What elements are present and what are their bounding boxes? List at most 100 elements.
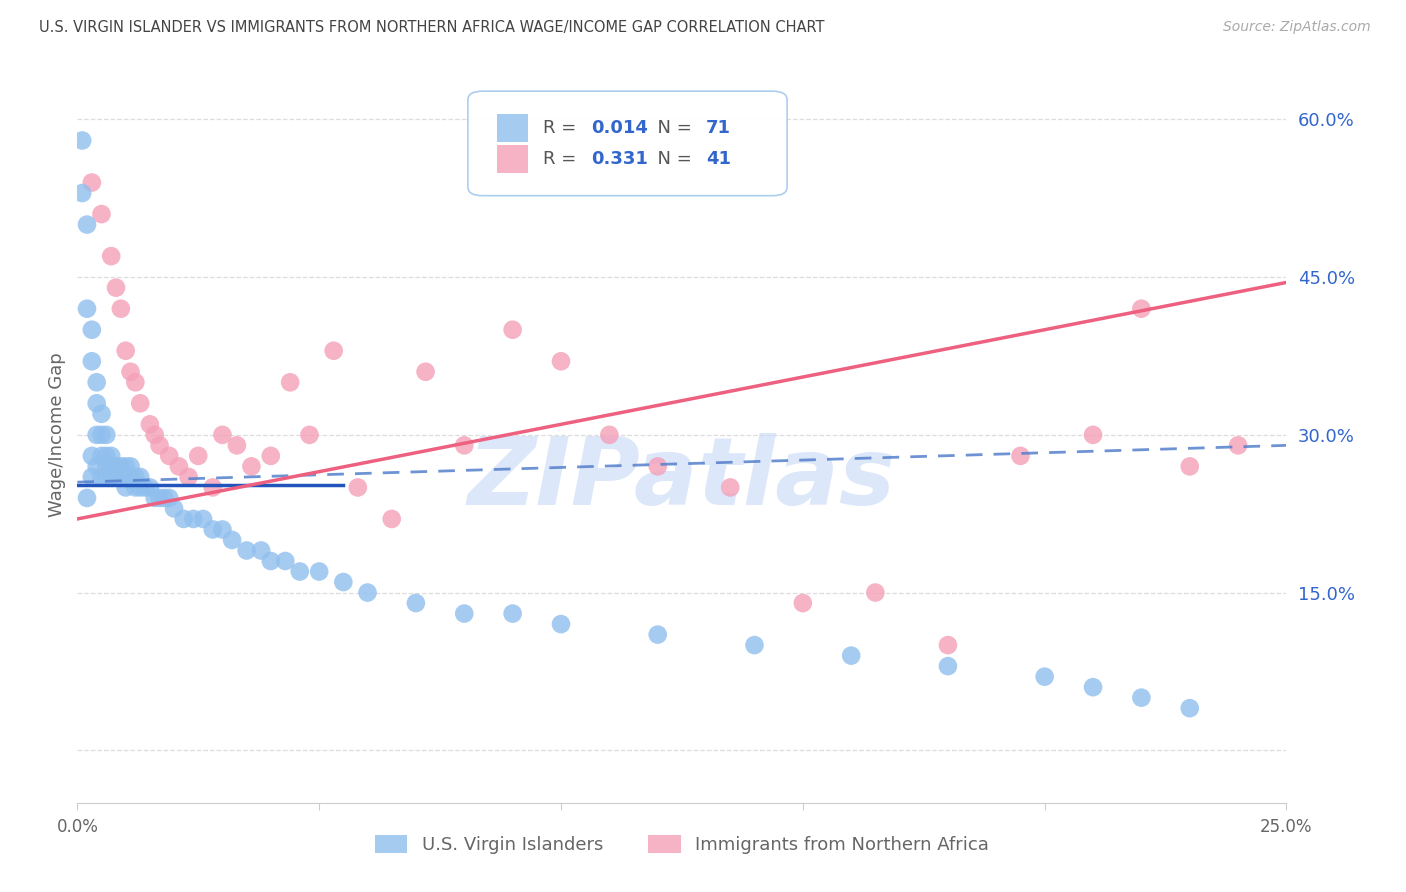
Point <box>1130 301 1153 316</box>
Point <box>1178 701 1201 715</box>
Text: N =: N = <box>645 150 697 168</box>
Point <box>936 659 959 673</box>
Point <box>201 480 224 494</box>
Text: 0.331: 0.331 <box>592 150 648 168</box>
Point <box>1178 459 1201 474</box>
Point <box>201 523 224 537</box>
Point <box>177 470 200 484</box>
Point <box>100 249 122 263</box>
Point <box>274 554 297 568</box>
Point <box>80 449 103 463</box>
Point <box>1081 428 1104 442</box>
Point <box>90 449 112 463</box>
Point <box>250 543 273 558</box>
Point <box>96 470 118 484</box>
Point <box>163 501 186 516</box>
Point <box>288 565 311 579</box>
Text: ZIPatlas: ZIPatlas <box>468 433 896 525</box>
Point <box>86 459 108 474</box>
Point <box>187 449 209 463</box>
Point <box>173 512 195 526</box>
Y-axis label: Wage/Income Gap: Wage/Income Gap <box>48 352 66 517</box>
Point <box>647 459 669 474</box>
Point <box>134 480 156 494</box>
Point <box>76 491 98 505</box>
Point <box>129 480 152 494</box>
Text: R =: R = <box>543 150 582 168</box>
Point <box>76 218 98 232</box>
Text: R =: R = <box>543 119 582 137</box>
Point <box>114 459 136 474</box>
Point <box>260 554 283 568</box>
Point <box>381 512 404 526</box>
Point <box>744 638 766 652</box>
Bar <box>496 114 529 142</box>
Point <box>839 648 862 663</box>
Point <box>183 512 205 526</box>
Point <box>1130 690 1153 705</box>
Point <box>415 365 437 379</box>
Point <box>157 491 180 505</box>
Point <box>143 491 166 505</box>
Point <box>114 480 136 494</box>
Point <box>139 417 162 432</box>
Point <box>211 428 233 442</box>
Point <box>90 470 112 484</box>
Point <box>129 470 152 484</box>
Text: N =: N = <box>645 119 697 137</box>
Point <box>105 281 128 295</box>
Point <box>114 470 136 484</box>
Text: U.S. VIRGIN ISLANDER VS IMMIGRANTS FROM NORTHERN AFRICA WAGE/INCOME GAP CORRELAT: U.S. VIRGIN ISLANDER VS IMMIGRANTS FROM … <box>39 20 825 35</box>
Point <box>235 543 257 558</box>
Point <box>405 596 427 610</box>
Point <box>502 323 524 337</box>
Point <box>86 396 108 410</box>
Point <box>129 396 152 410</box>
Point <box>86 376 108 390</box>
Point <box>332 575 354 590</box>
Point <box>90 207 112 221</box>
Point <box>278 376 301 390</box>
Point <box>502 607 524 621</box>
Point <box>718 480 741 494</box>
Point <box>70 133 93 147</box>
Point <box>1010 449 1032 463</box>
Point <box>80 354 103 368</box>
Point <box>792 596 814 610</box>
Point <box>110 470 132 484</box>
Point <box>148 438 170 452</box>
Point <box>110 301 132 316</box>
Point <box>550 354 572 368</box>
Point <box>105 470 128 484</box>
Point <box>865 585 887 599</box>
Point <box>105 470 128 484</box>
Legend: U.S. Virgin Islanders, Immigrants from Northern Africa: U.S. Virgin Islanders, Immigrants from N… <box>367 828 997 862</box>
Point <box>124 376 146 390</box>
Point <box>322 343 344 358</box>
Point <box>260 449 283 463</box>
Text: 0.014: 0.014 <box>592 119 648 137</box>
Point <box>124 470 146 484</box>
Point <box>1081 680 1104 694</box>
Bar <box>496 145 529 173</box>
Point <box>139 480 162 494</box>
Point <box>1033 670 1056 684</box>
Point <box>86 428 108 442</box>
Point <box>96 428 118 442</box>
Point <box>76 301 98 316</box>
Point <box>80 470 103 484</box>
Point <box>298 428 321 442</box>
Point <box>240 459 263 474</box>
Point <box>96 459 118 474</box>
Point <box>120 365 142 379</box>
Text: Source: ZipAtlas.com: Source: ZipAtlas.com <box>1223 20 1371 34</box>
Point <box>347 480 370 494</box>
Point <box>211 523 233 537</box>
Point <box>226 438 249 452</box>
Point <box>167 459 190 474</box>
Point <box>598 428 620 442</box>
Point <box>80 323 103 337</box>
Point <box>453 438 475 452</box>
Point <box>1227 438 1250 452</box>
Point <box>148 491 170 505</box>
